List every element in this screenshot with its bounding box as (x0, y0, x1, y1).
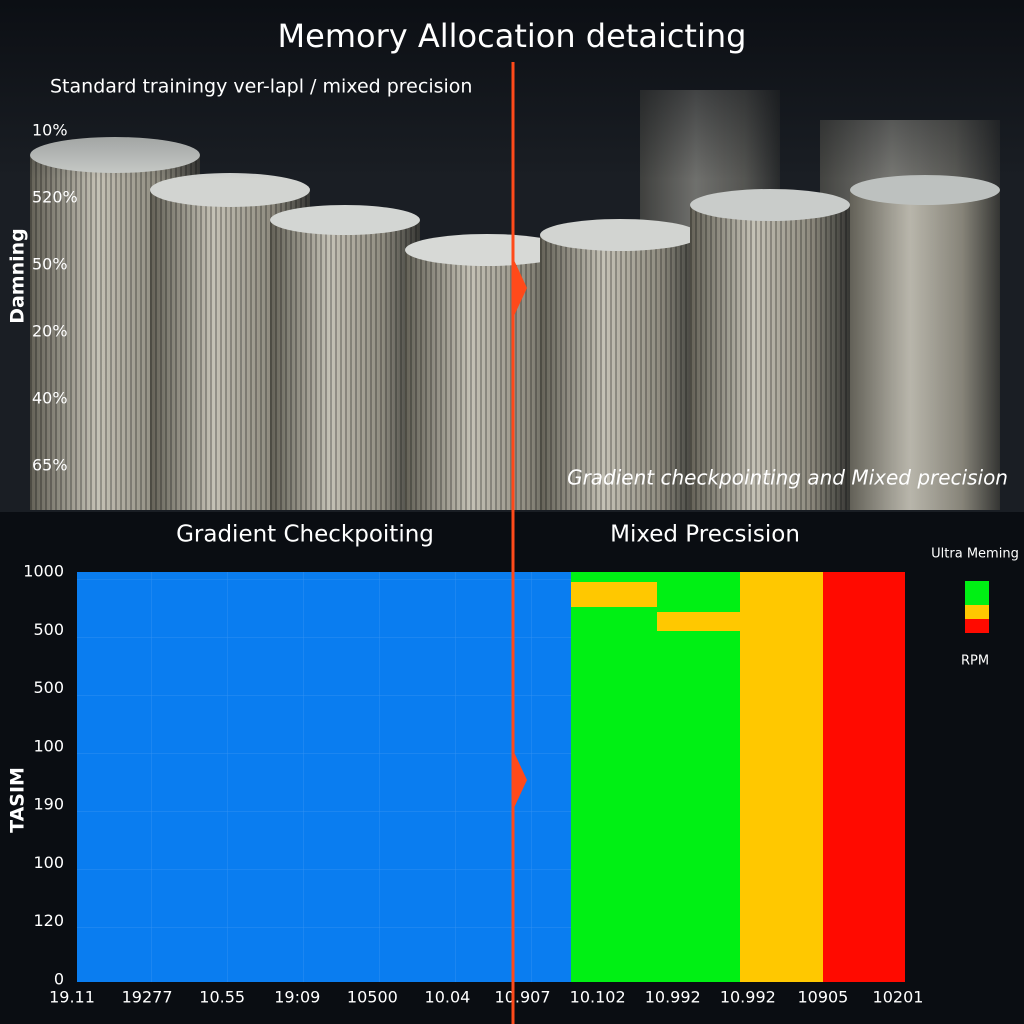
x-tick-label: 10.55 (199, 988, 245, 1007)
x-tick-label: 10.992 (645, 988, 701, 1007)
y-tick-label: 120 (33, 911, 64, 930)
x-tick-label: 10.992 (720, 988, 776, 1007)
x-tick-label: 10201 (873, 988, 924, 1007)
x-tick-label: 10.907 (495, 988, 551, 1007)
x-tick-label: 10905 (797, 988, 848, 1007)
legend-footer: RPM (961, 654, 989, 669)
x-tick-label: 19277 (122, 988, 173, 1007)
axis-label: 520% (32, 188, 78, 207)
y-tick-label: 500 (33, 678, 64, 697)
axis-label: 50% (32, 255, 68, 274)
y-tick-label: 0 (54, 970, 64, 989)
axis-title: TASIM (7, 767, 29, 833)
legend: Ultra Meming RPM (931, 547, 1019, 669)
section-heading: Gradient Checkpoiting (176, 522, 434, 548)
axis-label: 20% (32, 322, 68, 341)
legend-title: Ultra Meming (931, 547, 1019, 562)
x-tick-label: 19.11 (49, 988, 95, 1007)
axis-label: 65% (32, 456, 68, 475)
y-tick-label: 1000 (23, 562, 64, 581)
caption: Gradient checkpointing and Mixed precisi… (567, 466, 1008, 490)
title: Memory Allocation detaicting (278, 17, 747, 55)
subtitle: Standard trainingy ver-lapl / mixed prec… (50, 76, 472, 98)
x-tick-label: 19:09 (274, 988, 320, 1007)
axis-title: Damning (7, 228, 29, 324)
y-tick-label: 100 (33, 736, 64, 755)
divider (511, 62, 527, 1024)
x-tick-label: 10.102 (570, 988, 626, 1007)
y-tick-label: 190 (33, 795, 64, 814)
axis-label: 10% (32, 121, 68, 140)
x-tick-label: 10500 (347, 988, 398, 1007)
y-tick-label: 500 (33, 620, 64, 639)
y-tick-label: 100 (33, 853, 64, 872)
x-tick-label: 10.04 (425, 988, 471, 1007)
memory-blocks (77, 572, 905, 982)
axis-label: 40% (32, 389, 68, 408)
section-heading: Mixed Precsision (610, 522, 800, 548)
